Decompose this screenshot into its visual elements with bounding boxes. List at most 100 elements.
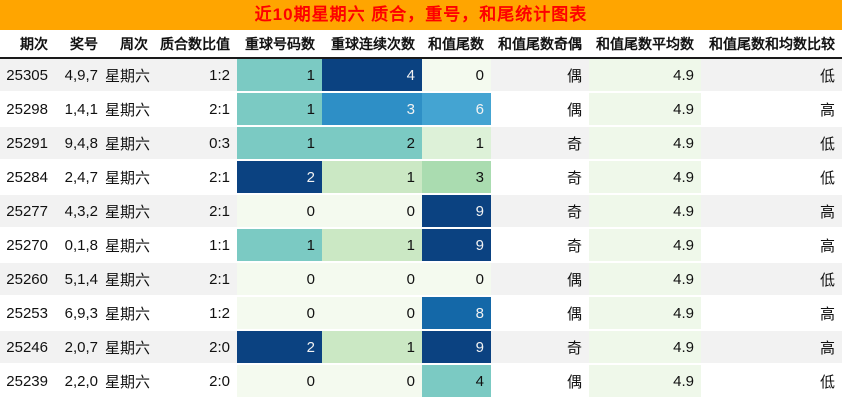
ratio-cell: 2:0 — [155, 330, 237, 365]
period-cell: 25277 — [0, 194, 55, 229]
period-cell: 25239 — [0, 364, 55, 399]
repeat-ball-streak-cell: 1 — [322, 160, 422, 195]
sum-tail-average-cell: 4.9 — [589, 58, 701, 93]
table-row: 25253 6,9,3 星期六 1:2 0 0 8 偶 4.9 高 — [0, 296, 842, 331]
sum-tail-vs-average-cell: 低 — [701, 364, 842, 399]
sum-tail-average-cell: 4.9 — [589, 194, 701, 229]
sum-tail-vs-average-cell: 低 — [701, 262, 842, 297]
repeat-ball-count-cell: 0 — [237, 194, 322, 229]
repeat-ball-streak-cell: 2 — [322, 126, 422, 161]
sum-tail-parity-cell: 奇 — [491, 330, 589, 365]
column-header: 和值尾数和均数比较 — [701, 30, 842, 59]
sum-tail-cell: 0 — [422, 58, 491, 93]
period-cell: 25246 — [0, 330, 55, 365]
repeat-ball-streak-cell: 0 — [322, 194, 422, 229]
numbers-cell: 4,3,2 — [55, 194, 105, 229]
period-cell: 25270 — [0, 228, 55, 263]
sum-tail-parity-cell: 奇 — [491, 194, 589, 229]
ratio-cell: 2:1 — [155, 92, 237, 127]
table-row: 25270 0,1,8 星期六 1:1 1 1 9 奇 4.9 高 — [0, 228, 842, 263]
header-row: 期次 奖号 周次 质合数比值 重球号码数 重球连续次数 和值尾数 和值尾数奇偶 和值尾数平均数和… — [0, 30, 842, 59]
sum-tail-average-cell: 4.9 — [589, 296, 701, 331]
sum-tail-vs-average-cell: 低 — [701, 126, 842, 161]
sum-tail-average-cell: 4.9 — [589, 92, 701, 127]
sum-tail-parity-cell: 奇 — [491, 126, 589, 161]
sum-tail-vs-average-cell: 低 — [701, 160, 842, 195]
week-cell: 星期六 — [105, 330, 155, 365]
column-header: 重球连续次数 — [322, 30, 422, 59]
page-title: 近10期星期六 质合，重号，和尾统计图表 — [254, 5, 588, 24]
week-cell: 星期六 — [105, 296, 155, 331]
sum-tail-vs-average-cell: 低 — [701, 58, 842, 93]
repeat-ball-streak-cell: 4 — [322, 58, 422, 93]
column-header: 和值尾数奇偶 — [491, 30, 589, 59]
repeat-ball-streak-cell: 1 — [322, 330, 422, 365]
period-cell: 25291 — [0, 126, 55, 161]
repeat-ball-streak-cell: 0 — [322, 262, 422, 297]
table-row: 25305 4,9,7 星期六 1:2 1 4 0 偶 4.9 低 — [0, 58, 842, 93]
sum-tail-vs-average-cell: 高 — [701, 194, 842, 229]
title-bar: 近10期星期六 质合，重号，和尾统计图表 — [0, 0, 842, 30]
period-cell: 25260 — [0, 262, 55, 297]
column-header: 重球号码数 — [237, 30, 322, 59]
sum-tail-average-cell: 4.9 — [589, 126, 701, 161]
sum-tail-parity-cell: 偶 — [491, 262, 589, 297]
repeat-ball-count-cell: 2 — [237, 160, 322, 195]
column-header: 质合数比值 — [155, 30, 237, 59]
period-cell: 25305 — [0, 58, 55, 93]
table-row: 25284 2,4,7 星期六 2:1 2 1 3 奇 4.9 低 — [0, 160, 842, 195]
table-row: 25277 4,3,2 星期六 2:1 0 0 9 奇 4.9 高 — [0, 194, 842, 229]
period-cell: 25284 — [0, 160, 55, 195]
ratio-cell: 1:1 — [155, 228, 237, 263]
sum-tail-parity-cell: 偶 — [491, 92, 589, 127]
ratio-cell: 1:2 — [155, 296, 237, 331]
sum-tail-cell: 3 — [422, 160, 491, 195]
sum-tail-vs-average-cell: 高 — [701, 330, 842, 365]
sum-tail-cell: 0 — [422, 262, 491, 297]
repeat-ball-streak-cell: 3 — [322, 92, 422, 127]
sum-tail-parity-cell: 奇 — [491, 160, 589, 195]
week-cell: 星期六 — [105, 126, 155, 161]
week-cell: 星期六 — [105, 262, 155, 297]
sum-tail-cell: 9 — [422, 194, 491, 229]
repeat-ball-count-cell: 1 — [237, 58, 322, 93]
week-cell: 星期六 — [105, 228, 155, 263]
column-header: 周次 — [105, 30, 155, 59]
repeat-ball-count-cell: 1 — [237, 92, 322, 127]
numbers-cell: 5,1,4 — [55, 262, 105, 297]
sum-tail-average-cell: 4.9 — [589, 228, 701, 263]
column-header: 和值尾数平均数 — [589, 30, 701, 59]
sum-tail-cell: 6 — [422, 92, 491, 127]
week-cell: 星期六 — [105, 364, 155, 399]
week-cell: 星期六 — [105, 92, 155, 127]
sum-tail-cell: 8 — [422, 296, 491, 331]
sum-tail-cell: 1 — [422, 126, 491, 161]
ratio-cell: 2:1 — [155, 160, 237, 195]
repeat-ball-streak-cell: 1 — [322, 228, 422, 263]
numbers-cell: 6,9,3 — [55, 296, 105, 331]
table-row: 25291 9,4,8 星期六 0:3 1 2 1 奇 4.9 低 — [0, 126, 842, 161]
numbers-cell: 2,0,7 — [55, 330, 105, 365]
repeat-ball-count-cell: 2 — [237, 330, 322, 365]
sum-tail-vs-average-cell: 高 — [701, 92, 842, 127]
sum-tail-average-cell: 4.9 — [589, 330, 701, 365]
table-row: 25298 1,4,1 星期六 2:1 1 3 6 偶 4.9 高 — [0, 92, 842, 127]
numbers-cell: 0,1,8 — [55, 228, 105, 263]
repeat-ball-count-cell: 0 — [237, 296, 322, 331]
ratio-cell: 2:1 — [155, 262, 237, 297]
sum-tail-vs-average-cell: 高 — [701, 228, 842, 263]
numbers-cell: 1,4,1 — [55, 92, 105, 127]
period-cell: 25298 — [0, 92, 55, 127]
table-row: 25246 2,0,7 星期六 2:0 2 1 9 奇 4.9 高 — [0, 330, 842, 365]
ratio-cell: 2:1 — [155, 194, 237, 229]
week-cell: 星期六 — [105, 160, 155, 195]
table-row: 25239 2,2,0 星期六 2:0 0 0 4 偶 4.9 低 — [0, 364, 842, 399]
sum-tail-cell: 9 — [422, 330, 491, 365]
table-body: 25305 4,9,7 星期六 1:2 1 4 0 偶 4.9 低 25298 1,4,1 星期六 2:1… — [0, 58, 842, 399]
week-cell: 星期六 — [105, 58, 155, 93]
sum-tail-cell: 9 — [422, 228, 491, 263]
repeat-ball-streak-cell: 0 — [322, 364, 422, 399]
sum-tail-average-cell: 4.9 — [589, 160, 701, 195]
column-header: 和值尾数 — [422, 30, 491, 59]
sum-tail-parity-cell: 奇 — [491, 228, 589, 263]
